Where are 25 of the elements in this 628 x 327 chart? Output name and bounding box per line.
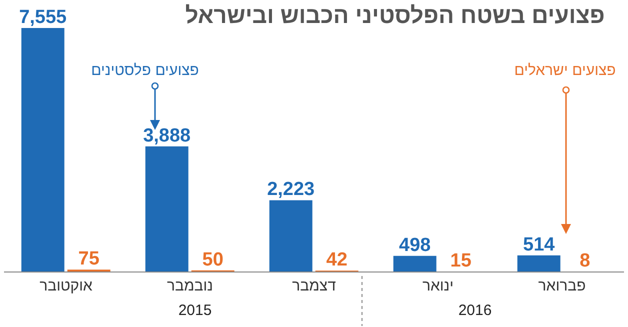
x-tick-label: דצמבר	[292, 278, 336, 295]
bar	[393, 256, 436, 272]
x-tick-label: אוקטובר	[40, 278, 93, 295]
bar	[517, 255, 560, 272]
data-label: 8	[580, 250, 590, 272]
bar	[145, 146, 188, 272]
data-label: 498	[399, 234, 431, 256]
chart-title: פצועים בשטח הפלסטיני הכבוש ובישראל	[184, 2, 606, 29]
x-tick-label: פברואר	[538, 278, 586, 295]
x-tick-label: ינואר	[422, 278, 454, 295]
text: 2015	[177, 302, 213, 319]
data-label: 50	[202, 249, 224, 270]
data-label: 15	[450, 250, 472, 272]
text: 2016	[457, 302, 493, 319]
data-label: 3,888	[143, 125, 191, 146]
data-label: 2,223	[267, 179, 315, 200]
x-tick-label: נובמבר	[167, 278, 213, 295]
bar	[21, 28, 64, 272]
data-label: 7,555	[19, 7, 68, 28]
data-label: 42	[326, 250, 348, 271]
data-label: 514	[523, 234, 556, 256]
bar	[269, 200, 312, 272]
text: פצועים ישראלים	[513, 62, 617, 79]
data-label: 75	[78, 248, 100, 270]
series-label: פצועים פלסטינים	[90, 62, 200, 79]
